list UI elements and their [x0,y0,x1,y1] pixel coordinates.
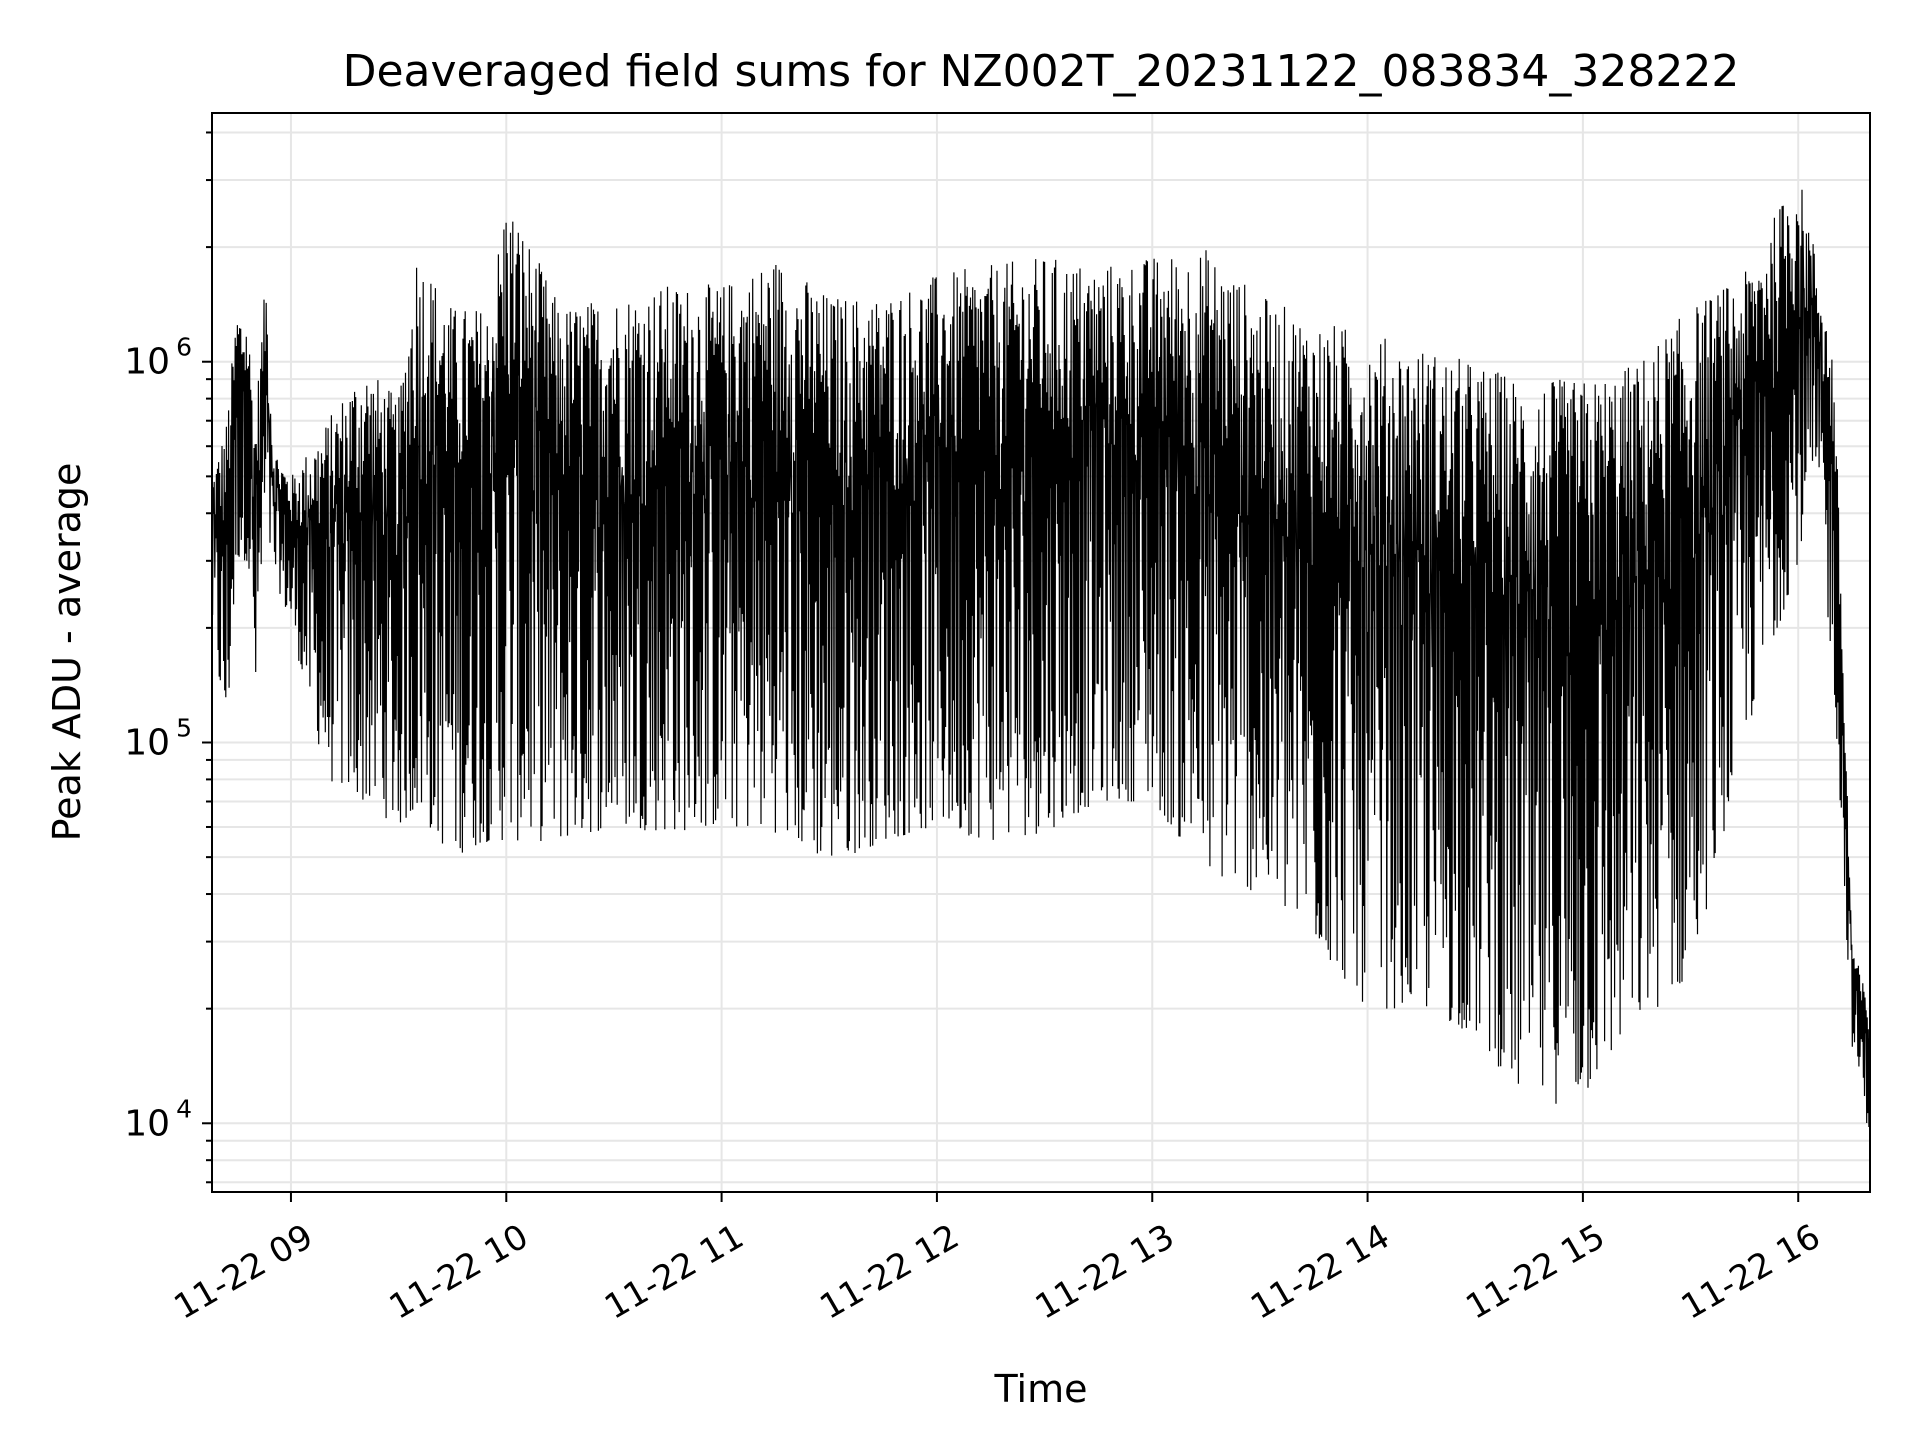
y-tick-label: 10 [124,1103,170,1144]
y-tick-label: 10 [124,342,170,383]
chart-title: Deaveraged field sums for NZ002T_2023112… [343,46,1740,97]
y-tick-label: 10 [124,723,170,764]
plot-frame [211,112,1871,1193]
data-layer [211,189,1871,1135]
y-tick-exponent: 4 [176,1094,192,1123]
series-line [211,189,1871,1135]
x-axis-label: Time [994,1367,1088,1411]
y-tick-exponent: 5 [176,714,192,743]
y-tick-exponent: 6 [176,333,192,362]
y-axis-label: Peak ADU - average [45,463,89,842]
